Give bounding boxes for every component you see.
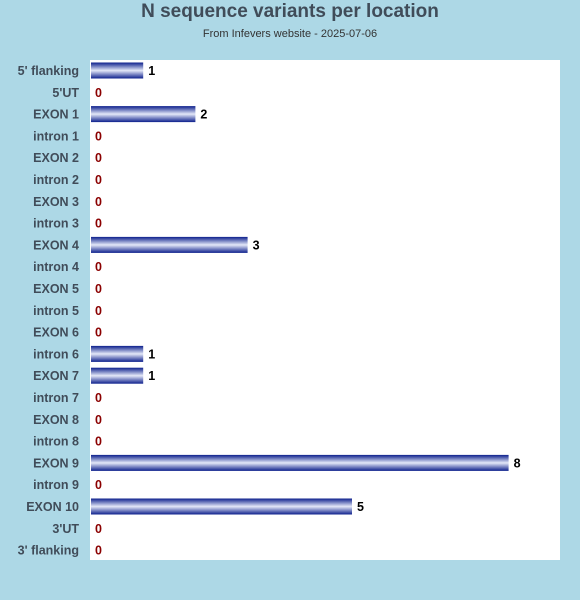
category-labels: 5' flanking 5'UT EXON 1 intron 1 EXON 2 intro… — [18, 64, 80, 558]
data-label: 0 — [95, 326, 102, 340]
data-label: 0 — [95, 391, 102, 405]
value-labels: 1 0 2 0 0 0 0 0 3 0 0 0 0 1 1 0 0 0 8 0 5 0 0 — [95, 64, 521, 558]
bar — [91, 345, 144, 362]
category-label: intron 5 — [33, 304, 79, 318]
data-label: 1 — [148, 369, 155, 383]
data-label: 2 — [200, 108, 207, 122]
category-label: EXON 3 — [33, 195, 79, 209]
category-label: EXON 7 — [33, 369, 79, 383]
category-label: EXON 6 — [33, 326, 79, 340]
bars — [91, 62, 509, 515]
category-label: EXON 5 — [33, 282, 79, 296]
data-label: 8 — [514, 456, 521, 470]
category-label: 3'UT — [52, 522, 79, 536]
data-label: 1 — [148, 347, 155, 361]
category-label: EXON 4 — [33, 238, 79, 252]
data-label: 0 — [95, 478, 102, 492]
bar — [91, 236, 248, 253]
category-label: intron 2 — [33, 173, 79, 187]
chart-subtitle: From Infevers website - 2025-07-06 — [202, 28, 378, 40]
bar — [91, 498, 352, 515]
category-label: 5' flanking — [18, 64, 79, 78]
category-label: intron 8 — [33, 435, 79, 449]
category-label: intron 1 — [33, 129, 79, 143]
data-label: 0 — [95, 260, 102, 274]
category-label: intron 9 — [33, 478, 79, 492]
category-label: intron 3 — [33, 217, 79, 231]
category-label: intron 7 — [33, 391, 79, 405]
data-label: 3 — [253, 238, 260, 252]
category-label: EXON 9 — [33, 456, 79, 470]
data-label: 0 — [95, 129, 102, 143]
data-label: 0 — [95, 544, 102, 558]
data-label: 0 — [95, 522, 102, 536]
data-label: 0 — [95, 217, 102, 231]
category-label: 5'UT — [52, 86, 79, 100]
data-label: 0 — [95, 151, 102, 165]
data-label: 1 — [148, 64, 155, 78]
category-label: intron 6 — [33, 347, 79, 361]
category-label: EXON 8 — [33, 413, 79, 427]
bar — [91, 62, 144, 79]
category-label: intron 4 — [33, 260, 79, 274]
data-label: 0 — [95, 282, 102, 296]
category-label: EXON 1 — [33, 108, 79, 122]
category-label: EXON 2 — [33, 151, 79, 165]
category-label: 3' flanking — [18, 544, 79, 558]
plot-area — [90, 60, 560, 560]
bar — [91, 454, 509, 471]
data-label: 0 — [95, 86, 102, 100]
chart-title: N sequence variants per location — [141, 1, 439, 22]
category-label: EXON 10 — [26, 500, 79, 514]
data-label: 0 — [95, 173, 102, 187]
data-label: 0 — [95, 413, 102, 427]
bar — [91, 106, 196, 123]
data-label: 0 — [95, 195, 102, 209]
data-label: 5 — [357, 500, 364, 514]
data-label: 0 — [95, 304, 102, 318]
data-label: 0 — [95, 435, 102, 449]
bar — [91, 367, 144, 384]
